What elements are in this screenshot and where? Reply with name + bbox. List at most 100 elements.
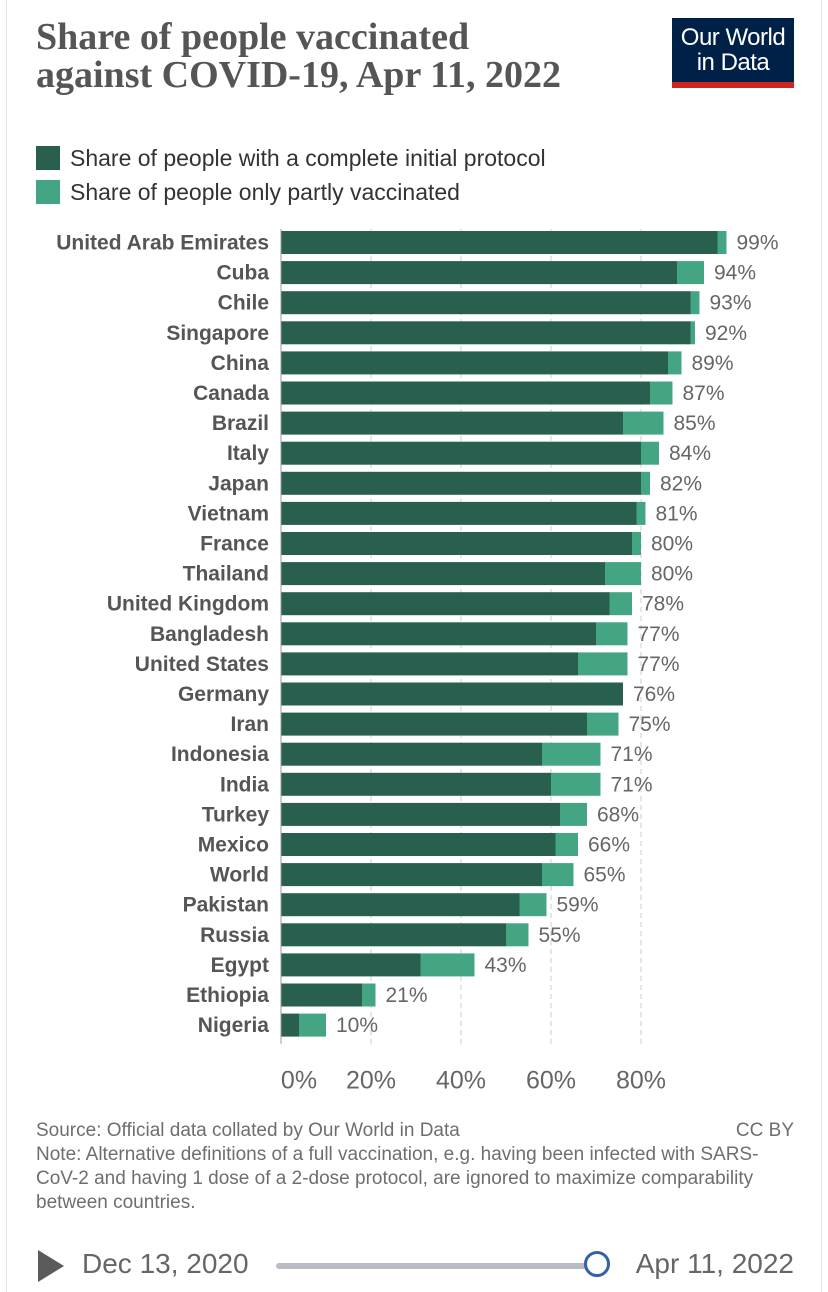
data-label-united-kingdom: 78% (642, 593, 684, 616)
category-label-indonesia: Indonesia (171, 743, 269, 766)
bar-complete-vietnam[interactable] (281, 501, 637, 525)
timeline-handle[interactable] (584, 1251, 610, 1277)
bar-complete-world[interactable] (281, 863, 542, 887)
bar-partial-pakistan[interactable] (519, 893, 547, 917)
bar-complete-united-states[interactable] (281, 652, 578, 676)
category-label-nigeria: Nigeria (198, 1014, 270, 1037)
bar-complete-thailand[interactable] (281, 562, 605, 586)
bar-complete-indonesia[interactable] (281, 742, 542, 766)
data-label-canada: 87% (683, 382, 725, 405)
bar-complete-chile[interactable] (281, 291, 691, 315)
bar-complete-russia[interactable] (281, 923, 506, 947)
bar-complete-ethiopia[interactable] (281, 983, 362, 1007)
category-label-mexico: Mexico (198, 834, 269, 857)
category-label-canada: Canada (193, 382, 269, 405)
bar-complete-germany[interactable] (281, 682, 623, 706)
bar-partial-cuba[interactable] (677, 261, 704, 285)
bar-partial-france[interactable] (632, 532, 641, 555)
bar-partial-canada[interactable] (650, 381, 673, 405)
note-text: Note: Alternative definitions of a full … (36, 1144, 759, 1213)
timeline-end-date[interactable]: Apr 11, 2022 (635, 1248, 794, 1279)
timeline-track[interactable] (276, 1263, 598, 1269)
bar-partial-united-arab-emirates[interactable] (717, 231, 727, 254)
bar-complete-united-arab-emirates[interactable] (281, 231, 718, 254)
owid-logo[interactable]: Our World in Data (672, 18, 794, 88)
bar-partial-india[interactable] (551, 772, 601, 796)
category-label-ethiopia: Ethiopia (186, 984, 269, 1007)
category-label-germany: Germany (178, 683, 269, 706)
bar-partial-united-states[interactable] (578, 652, 628, 676)
play-icon[interactable] (38, 1250, 64, 1282)
bar-partial-china[interactable] (668, 351, 682, 375)
legend-item-partial[interactable]: Share of people only partly vaccinated (36, 175, 546, 209)
bar-partial-vietnam[interactable] (636, 501, 646, 525)
bar-complete-france[interactable] (281, 532, 632, 555)
bar-partial-mexico[interactable] (555, 833, 579, 856)
category-label-france: France (200, 533, 269, 556)
bar-complete-china[interactable] (281, 351, 668, 375)
data-label-japan: 82% (660, 472, 702, 495)
category-label-russia: Russia (200, 924, 269, 947)
bar-partial-iran[interactable] (587, 712, 619, 736)
category-label-china: China (211, 352, 270, 375)
bar-partial-indonesia[interactable] (542, 742, 601, 766)
bar-partial-italy[interactable] (641, 441, 659, 465)
title-line-2: against COVID-19, Apr 11, 2022 (36, 54, 562, 96)
category-label-united-kingdom: United Kingdom (107, 593, 269, 616)
bar-partial-nigeria[interactable] (299, 1013, 326, 1037)
data-label-pakistan: 59% (557, 894, 599, 917)
bar-partial-egypt[interactable] (420, 953, 475, 977)
category-label-united-states: United States (135, 653, 269, 676)
bar-complete-singapore[interactable] (281, 321, 691, 345)
data-label-germany: 76% (633, 683, 675, 706)
data-label-brazil: 85% (674, 412, 716, 435)
legend-swatch-partial (36, 180, 60, 204)
data-label-turkey: 68% (597, 803, 639, 826)
bar-partial-world[interactable] (542, 863, 574, 887)
bar-complete-canada[interactable] (281, 381, 650, 405)
bar-complete-mexico[interactable] (281, 833, 556, 856)
bar-complete-united-kingdom[interactable] (281, 592, 610, 616)
bar-partial-japan[interactable] (641, 471, 650, 495)
data-label-world: 65% (584, 864, 626, 887)
bar-partial-united-kingdom[interactable] (609, 592, 633, 616)
bar-complete-pakistan[interactable] (281, 893, 520, 917)
timeline-start-date[interactable]: Dec 13, 2020 (82, 1248, 249, 1279)
data-label-france: 80% (651, 533, 693, 556)
bar-complete-japan[interactable] (281, 471, 641, 495)
category-label-italy: Italy (227, 442, 269, 465)
bar-partial-turkey[interactable] (560, 802, 587, 826)
bar-complete-brazil[interactable] (281, 411, 623, 435)
license-link[interactable]: CC BY (735, 1120, 794, 1141)
category-label-pakistan: Pakistan (183, 894, 269, 917)
bar-partial-singapore[interactable] (690, 321, 696, 345)
data-label-singapore: 92% (705, 322, 747, 345)
bar-partial-chile[interactable] (690, 291, 700, 315)
bar-partial-russia[interactable] (506, 923, 529, 947)
bar-complete-turkey[interactable] (281, 802, 560, 826)
bar-complete-iran[interactable] (281, 712, 587, 736)
legend-item-complete[interactable]: Share of people with a complete initial … (36, 141, 546, 175)
data-label-chile: 93% (710, 292, 752, 315)
bar-partial-brazil[interactable] (623, 411, 664, 435)
category-label-cuba: Cuba (217, 262, 270, 285)
category-label-brazil: Brazil (212, 412, 269, 435)
category-label-thailand: Thailand (183, 563, 269, 586)
bar-chart: United Arab Emirates 99% Cuba 94% Chile 93% Si… (56, 229, 779, 1095)
bar-complete-cuba[interactable] (281, 261, 677, 285)
bar-partial-ethiopia[interactable] (362, 983, 376, 1007)
bar-complete-nigeria[interactable] (281, 1013, 299, 1037)
bar-complete-egypt[interactable] (281, 953, 421, 977)
category-label-egypt: Egypt (211, 954, 269, 977)
timeline-control: Dec 13, 2020 Apr 11, 2022 (36, 1240, 796, 1290)
bar-complete-india[interactable] (281, 772, 551, 796)
data-label-egypt: 43% (485, 954, 527, 977)
data-label-russia: 55% (539, 924, 581, 947)
data-label-iran: 75% (629, 713, 671, 736)
bar-complete-italy[interactable] (281, 441, 641, 465)
category-label-vietnam: Vietnam (188, 502, 269, 525)
bar-partial-thailand[interactable] (605, 562, 641, 586)
bar-complete-bangladesh[interactable] (281, 622, 596, 646)
x-tick-label-0: 0% (281, 1067, 317, 1095)
bar-partial-bangladesh[interactable] (596, 622, 628, 646)
